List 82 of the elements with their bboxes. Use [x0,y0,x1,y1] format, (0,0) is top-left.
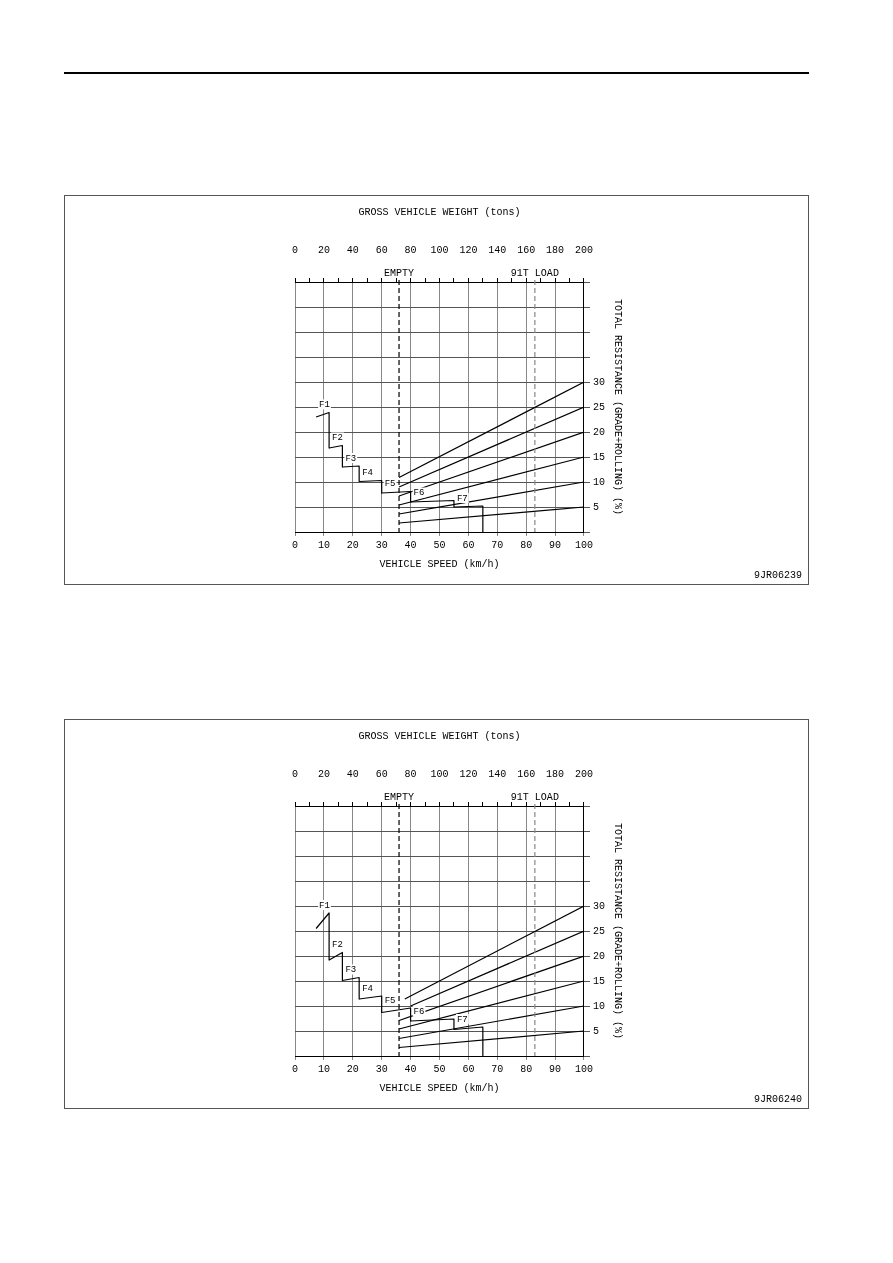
series-label: F1 [319,900,330,911]
x2-tick-label: 20 [317,244,330,256]
x2-tick-label: 20 [317,768,330,780]
x-tick-label: 50 [433,1063,446,1075]
x2-tick-label: 40 [346,768,359,780]
x-tick-label: 80 [520,539,533,551]
x2-tick-label: 200 [574,244,594,256]
x-tick-label: 30 [375,1063,388,1075]
x2-tick-label: 100 [430,244,449,256]
y-tick-label: 20 [593,426,606,438]
x-axis-title: VEHICLE SPEED (km/h) [379,1082,500,1094]
x2-tick-label: 40 [346,244,359,256]
x-tick-label: 40 [404,539,417,551]
x2-tick-label: 160 [517,768,536,780]
x2-tick-label: 160 [517,244,536,256]
y-tick-label: 25 [593,401,606,413]
x2-tick-label: 60 [375,244,388,256]
text: 9JR06239 [753,569,802,581]
x-tick-label: 0 [291,1063,299,1075]
x-tick-label: 40 [404,1063,417,1075]
x2-tick-label: 100 [430,768,449,780]
y-tick-label: 15 [593,451,606,463]
x2-tick-label: 180 [546,244,565,256]
x2-axis-title: GROSS VEHICLE WEIGHT (tons) [358,730,521,742]
series-label: F1 [319,400,330,411]
y-tick-label: 30 [593,376,606,388]
ref-line-label: EMPTY [384,791,415,803]
x-axis-title: VEHICLE SPEED (km/h) [379,558,500,570]
y-axis-title: TOTAL RESISTANCE (GRADE+ROLLING) (%) [612,822,624,1040]
text: 9JR06240 [753,1093,802,1105]
series-label: F7 [456,493,468,504]
x-tick-label: 70 [491,539,504,551]
x-tick-label: 100 [574,1063,594,1075]
x-tick-label: 60 [462,1063,475,1075]
series-label: F4 [362,468,373,479]
y-tick-label: 15 [593,975,606,987]
ref-line-label: 91T LOAD [510,791,559,803]
x-tick-label: 90 [549,1063,562,1075]
y-tick-label: 30 [593,900,606,912]
x-tick-label: 50 [433,539,446,551]
x-tick-label: 0 [291,539,299,551]
ref-line-label: 91T LOAD [510,267,559,279]
x-tick-label: 30 [375,539,388,551]
x2-tick-label: 140 [488,768,507,780]
x2-tick-label: 80 [404,768,417,780]
x-tick-label: 10 [317,539,330,551]
x2-tick-label: 180 [546,768,565,780]
x2-tick-label: 0 [291,768,299,780]
series-label: F2 [332,433,343,444]
x-tick-label: 20 [346,1063,359,1075]
series-label: F2 [332,940,343,951]
y-tick-label: 25 [593,925,606,937]
series-label: F3 [345,453,357,464]
x-tick-label: 20 [346,539,359,551]
y-tick-label: 5 [593,501,600,513]
x2-tick-label: 60 [375,768,388,780]
x-tick-label: 10 [317,1063,330,1075]
x2-tick-label: 140 [488,244,507,256]
series-label: F5 [384,479,396,490]
series-label: F3 [345,965,357,976]
y-tick-label: 20 [593,950,606,962]
y-tick-label: 10 [593,1000,606,1012]
y-tick-label: 10 [593,476,606,488]
x-tick-label: 70 [491,1063,504,1075]
series-label: F4 [362,983,373,994]
x2-tick-label: 0 [291,244,299,256]
y-tick-label: 5 [593,1025,600,1037]
x-tick-label: 90 [549,539,562,551]
x-tick-label: 100 [574,539,594,551]
x2-tick-label: 120 [459,768,478,780]
y-axis-title: TOTAL RESISTANCE (GRADE+ROLLING) (%) [612,298,624,516]
series-label: F5 [384,995,396,1006]
series-label: F6 [413,1006,425,1017]
x-tick-label: 60 [462,539,475,551]
x2-tick-label: 200 [574,768,594,780]
x-tick-label: 80 [520,1063,533,1075]
series-label: F6 [413,488,425,499]
x2-tick-label: 80 [404,244,417,256]
series-label: F7 [456,1014,468,1025]
x2-axis-title: GROSS VEHICLE WEIGHT (tons) [358,206,521,218]
x2-tick-label: 120 [459,244,478,256]
ref-line-label: EMPTY [384,267,415,279]
